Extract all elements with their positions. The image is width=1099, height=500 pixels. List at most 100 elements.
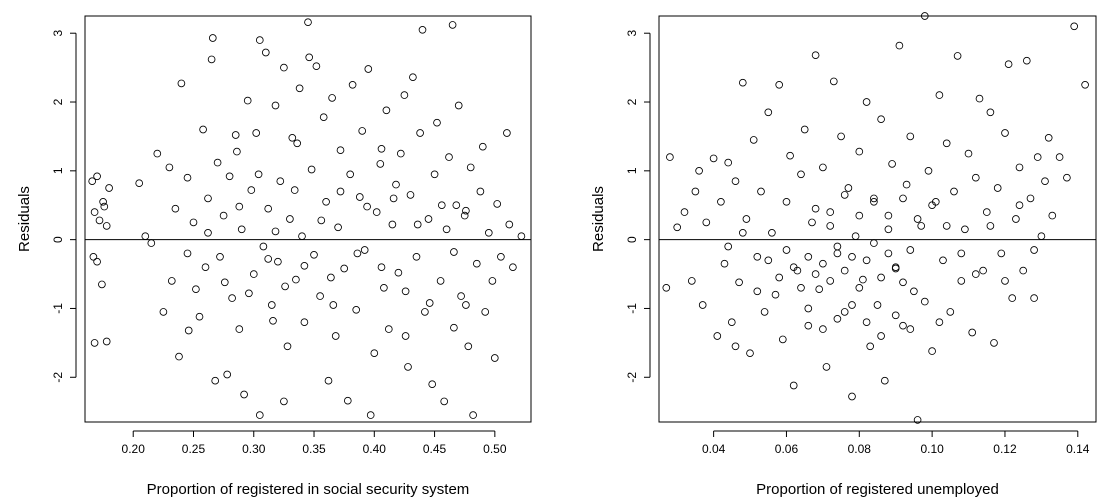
right-data-point (924, 166, 933, 175)
left-data-point (401, 287, 410, 296)
right-data-point (746, 349, 754, 358)
left-data-point (208, 34, 217, 42)
left-data-point (228, 294, 236, 302)
right-data-point (778, 335, 787, 344)
left-y-tick-label: 3 (51, 30, 65, 37)
right-data-point (906, 325, 915, 333)
left-data-point (380, 283, 388, 292)
right-data-point (709, 154, 718, 163)
right-data-point (1055, 153, 1064, 161)
left-data-point (219, 211, 228, 220)
right-data-point (895, 41, 904, 50)
right-data-point (826, 208, 835, 216)
right-data-point (840, 266, 849, 275)
left-data-point (252, 129, 261, 137)
left-data-point (462, 206, 470, 215)
right-data-point (870, 194, 878, 203)
right-y-tick-label: 1 (625, 167, 639, 174)
left-data-point (469, 411, 477, 419)
right-data-point (764, 256, 773, 265)
left-data-point (437, 201, 446, 210)
left-data-point (424, 215, 433, 223)
left-data-point (312, 62, 321, 71)
right-data-point (910, 287, 918, 296)
right-data-point (899, 194, 907, 203)
left-data-point (433, 118, 441, 127)
right-data-point (891, 311, 900, 320)
left-data-point (412, 252, 421, 261)
left-data-point (105, 184, 113, 192)
left-data-point (204, 228, 212, 237)
right-y-tick-label: 2 (625, 98, 639, 105)
left-data-point (300, 318, 309, 327)
right-data-point (913, 215, 922, 223)
left-y-tick-label: 0 (51, 236, 65, 243)
left-scatter-plot: 0.20 0.25 0.30 0.35 0.40 0.45 0.50 -2 -1 0 1 2 3 Prop… (16, 15, 532, 498)
right-data-point (953, 52, 962, 60)
right-data-point (738, 78, 747, 87)
left-x-axis-title: Proportion of registered in social secur… (147, 481, 470, 498)
right-data-point (666, 153, 674, 161)
right-data-point (738, 228, 747, 237)
left-data-point (343, 396, 352, 405)
left-data-point (135, 179, 144, 188)
left-data-point (271, 101, 280, 110)
right-data-point (797, 170, 805, 179)
right-data-point (1015, 163, 1024, 172)
left-data-point (95, 216, 104, 225)
right-data-point (1048, 211, 1057, 220)
right-data-point (724, 158, 733, 167)
left-data-point (102, 222, 111, 230)
right-data-point (749, 136, 758, 144)
right-data-point (1026, 194, 1035, 203)
right-data-point (848, 301, 856, 309)
right-data-point (862, 98, 871, 106)
left-x-tick-label: 0.40 (363, 442, 387, 456)
left-data-point (240, 390, 248, 399)
left-data-point (99, 197, 107, 206)
right-data-point (873, 301, 882, 309)
left-data-point (165, 163, 174, 172)
left-data-point (445, 153, 453, 161)
right-data-point (939, 256, 947, 265)
right-data-point (771, 290, 780, 299)
right-data-point (968, 328, 977, 337)
right-data-point (997, 249, 1006, 258)
left-data-point (192, 285, 200, 294)
right-data-point (811, 204, 820, 213)
left-data-point (271, 227, 280, 236)
right-data-point (757, 187, 765, 196)
right-data-point (804, 304, 813, 313)
left-data-point (204, 194, 212, 203)
left-data-point (264, 255, 273, 263)
left-data-point (286, 215, 294, 223)
right-data-point (844, 184, 853, 192)
right-y-tick-label: -2 (625, 372, 639, 383)
right-data-point (884, 249, 893, 258)
left-data-point (276, 177, 285, 186)
left-data-point (243, 96, 252, 105)
right-data-point (837, 132, 845, 141)
left-data-point (352, 305, 361, 314)
left-data-point (454, 101, 463, 110)
left-data-point (237, 225, 246, 234)
left-data-point (358, 127, 367, 135)
right-data-point (935, 91, 944, 99)
right-data-point (789, 263, 798, 272)
left-data-point (89, 252, 98, 261)
right-data-point (993, 184, 1002, 192)
right-data-point (731, 342, 740, 351)
left-data-point (100, 202, 109, 211)
right-data-point (1008, 294, 1017, 302)
right-data-point (920, 297, 929, 306)
right-data-point (720, 259, 729, 268)
left-data-point (493, 200, 502, 208)
right-data-point (848, 392, 856, 401)
left-data-point (355, 193, 364, 201)
right-data-point (899, 278, 907, 287)
right-data-point (840, 191, 849, 199)
left-data-point (377, 144, 386, 153)
left-data-point (298, 232, 306, 241)
right-data-point (902, 180, 911, 189)
right-data-point (942, 139, 951, 148)
